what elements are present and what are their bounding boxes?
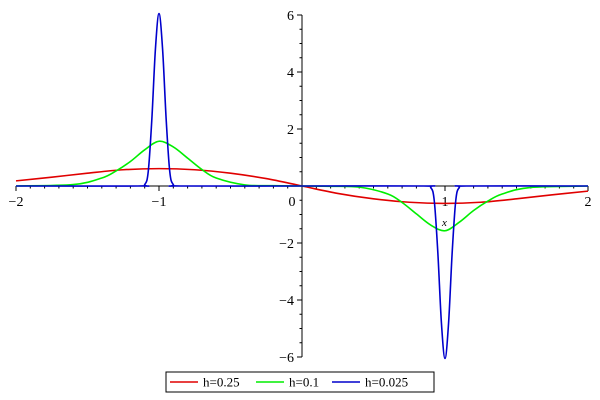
x-axis-label: x bbox=[441, 217, 447, 229]
ticks: −2 −1 0 1 2 −6 −4 −2 2 4 6 bbox=[9, 9, 592, 366]
y-tick-label: 4 bbox=[287, 66, 294, 81]
legend-box bbox=[165, 371, 435, 393]
legend: h=0.25 h=0.1 h=0.025 bbox=[165, 371, 435, 393]
x-tick-label: −1 bbox=[152, 195, 167, 210]
legend-label-1: h=0.1 bbox=[289, 375, 319, 390]
y-tick-label: −2 bbox=[279, 237, 294, 252]
y-tick-label: −4 bbox=[279, 294, 294, 309]
x-tick-label: 1 bbox=[442, 195, 449, 210]
x-tick-label: 0 bbox=[289, 195, 296, 210]
x-tick-label: 2 bbox=[585, 195, 592, 210]
y-tick-label: 6 bbox=[287, 9, 294, 24]
y-tick-label: −6 bbox=[279, 351, 294, 366]
curves bbox=[15, 12, 589, 360]
x-tick-label: −2 bbox=[9, 195, 24, 210]
legend-label-0: h=0.25 bbox=[203, 375, 240, 390]
y-tick-label: 2 bbox=[287, 123, 294, 138]
legend-label-2: h=0.025 bbox=[365, 375, 408, 390]
series-line-2 bbox=[15, 12, 589, 360]
